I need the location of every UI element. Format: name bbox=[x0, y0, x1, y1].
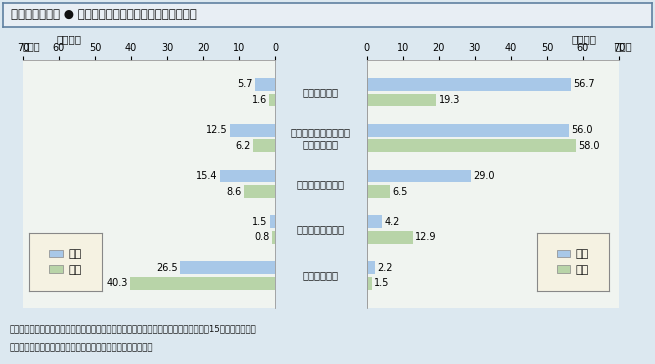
Bar bbox=[367, 215, 382, 228]
Text: 58.0: 58.0 bbox=[578, 141, 599, 151]
Text: 4.2: 4.2 bbox=[384, 217, 400, 227]
Bar bbox=[272, 231, 275, 244]
Text: 8.6: 8.6 bbox=[227, 187, 242, 197]
Bar bbox=[219, 170, 275, 182]
Text: （備考）　１．厚生労働省委託調査「子育て支援策等に関する調査研究報告書」（平成15年）より作成。: （備考） １．厚生労働省委託調査「子育て支援策等に関する調査研究報告書」（平成1… bbox=[10, 324, 257, 333]
Text: これまでと変わらない
働き方をする: これまでと変わらない 働き方をする bbox=[291, 127, 351, 149]
Text: 40.3: 40.3 bbox=[106, 278, 128, 288]
Bar bbox=[367, 124, 569, 136]
Bar bbox=[367, 185, 390, 198]
Text: 26.5: 26.5 bbox=[156, 263, 178, 273]
Bar bbox=[367, 277, 372, 290]
Bar bbox=[270, 215, 275, 228]
Text: 2.2: 2.2 bbox=[377, 263, 392, 273]
Text: （％）: （％） bbox=[615, 41, 632, 51]
Text: （男性）: （男性） bbox=[572, 34, 597, 44]
Bar bbox=[269, 94, 275, 106]
Text: 56.0: 56.0 bbox=[571, 125, 592, 135]
Text: 29.0: 29.0 bbox=[474, 171, 495, 181]
Bar bbox=[367, 261, 375, 274]
Text: 6.2: 6.2 bbox=[235, 141, 251, 151]
Bar bbox=[367, 231, 413, 244]
Text: ２．未就学児を持つ世帯の父母を対象としている。: ２．未就学児を持つ世帯の父母を対象としている。 bbox=[10, 343, 153, 352]
Text: 12.5: 12.5 bbox=[206, 125, 228, 135]
Text: 56.7: 56.7 bbox=[573, 79, 595, 89]
Text: （％）: （％） bbox=[23, 41, 40, 51]
Text: 1.5: 1.5 bbox=[375, 278, 390, 288]
Text: 労働時間を減らす: 労働時間を減らす bbox=[297, 179, 345, 189]
Bar bbox=[130, 277, 275, 290]
Text: 仕事を辞める: 仕事を辞める bbox=[303, 270, 339, 281]
Text: 1.5: 1.5 bbox=[252, 217, 267, 227]
Bar bbox=[179, 261, 275, 274]
Bar bbox=[367, 78, 571, 91]
Legend: 希望, 現実: 希望, 現実 bbox=[46, 246, 85, 278]
Bar bbox=[367, 94, 436, 106]
Legend: 希望, 現実: 希望, 現実 bbox=[553, 246, 593, 278]
Text: 第１－３－５図 ● 第一子が生まれたときの働き方の変化: 第１－３－５図 ● 第一子が生まれたときの働き方の変化 bbox=[11, 8, 196, 21]
Bar bbox=[367, 170, 472, 182]
Bar bbox=[255, 78, 275, 91]
Text: （女性）: （女性） bbox=[56, 34, 81, 44]
Bar bbox=[367, 139, 576, 152]
Text: 19.3: 19.3 bbox=[438, 95, 460, 105]
Bar bbox=[230, 124, 275, 136]
Text: 12.9: 12.9 bbox=[415, 233, 437, 242]
Text: 収入を増やす: 収入を増やす bbox=[303, 87, 339, 97]
Bar bbox=[244, 185, 275, 198]
Text: 5.7: 5.7 bbox=[237, 79, 252, 89]
Text: 6.5: 6.5 bbox=[392, 187, 408, 197]
Text: 1.6: 1.6 bbox=[252, 95, 267, 105]
Text: 15.4: 15.4 bbox=[196, 171, 217, 181]
Text: 0.8: 0.8 bbox=[255, 233, 270, 242]
Bar bbox=[253, 139, 275, 152]
Text: 労働時間を増やす: 労働時間を増やす bbox=[297, 225, 345, 235]
